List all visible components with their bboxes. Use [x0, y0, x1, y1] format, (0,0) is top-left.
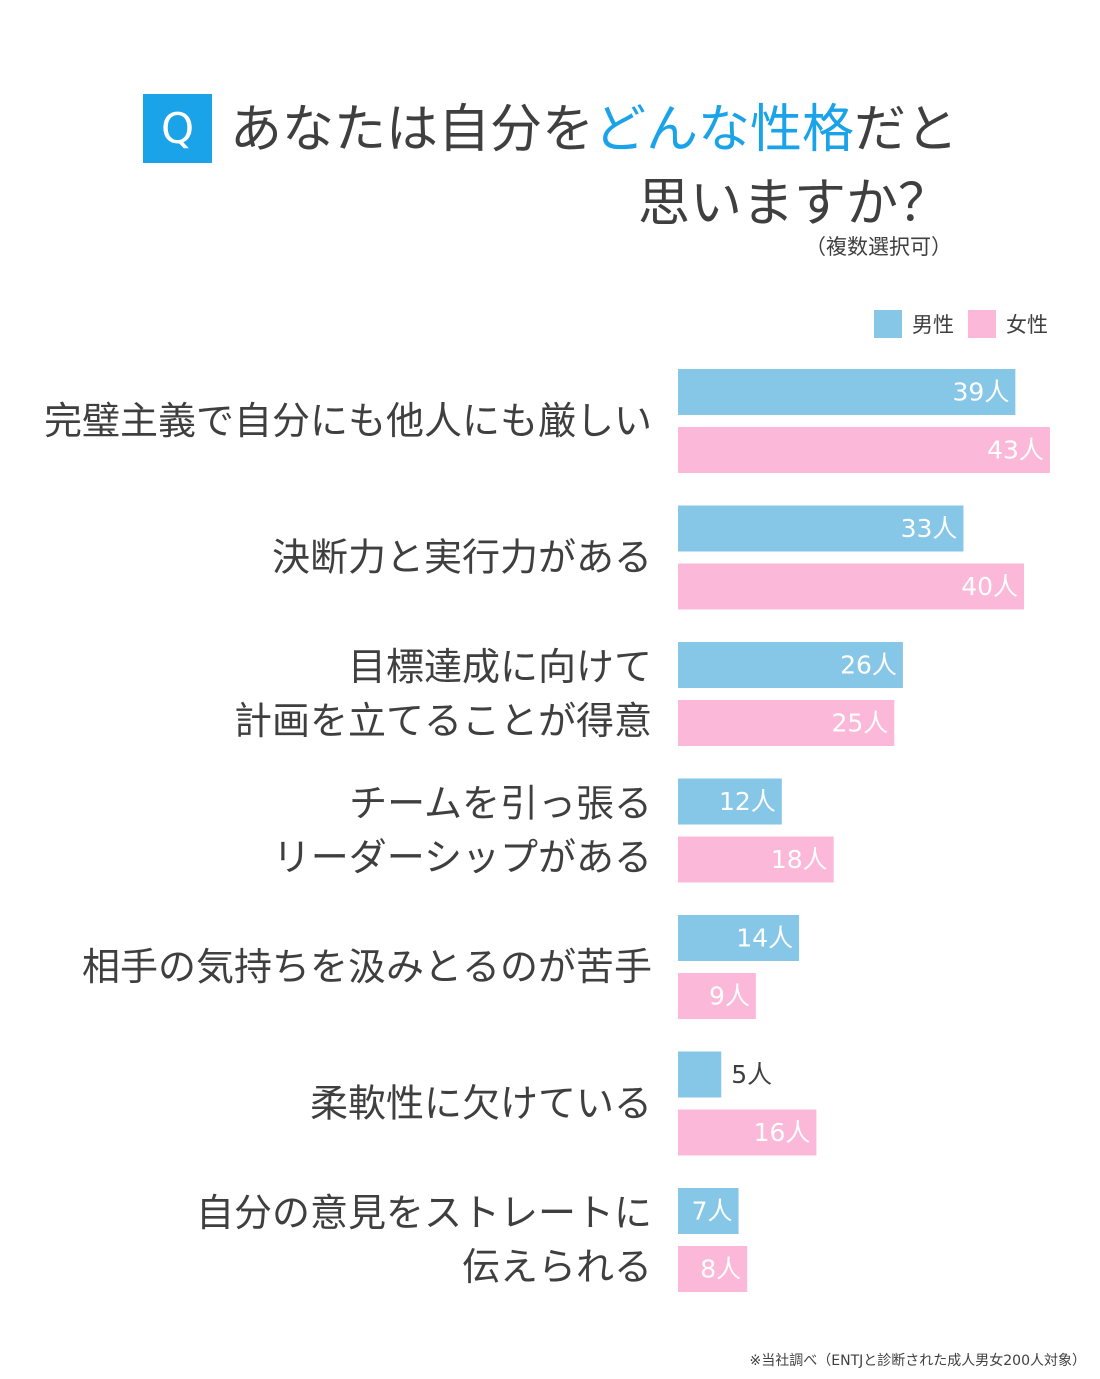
data-label: 25人	[831, 709, 888, 738]
question-badge: Q	[143, 94, 212, 163]
data-label: 39人	[953, 378, 1010, 407]
multiple-choice-note: （複数選択可）	[805, 235, 952, 259]
category-label: リーダーシップがある	[273, 836, 652, 880]
data-label: 26人	[840, 651, 897, 680]
data-label: 7人	[692, 1197, 733, 1226]
data-label: 14人	[736, 924, 793, 953]
bar-female	[678, 1246, 748, 1292]
bar-male	[678, 369, 1016, 415]
category-label: 自分の意見をストレートに	[196, 1191, 652, 1235]
bar-female	[678, 563, 1024, 610]
bar-female	[678, 427, 1050, 473]
legend-swatch-male	[874, 310, 902, 338]
category-label: 目標達成に向けて	[348, 645, 652, 689]
bar-female	[678, 973, 756, 1019]
footnote: ※当社調べ（ENTJと診断された成人男女200人対象）	[749, 1353, 1086, 1369]
category-label: 伝えられる	[462, 1245, 652, 1289]
bar-male	[678, 642, 903, 688]
bar-male	[678, 778, 782, 825]
bar-male	[678, 1051, 722, 1098]
data-label: 5人	[731, 1060, 772, 1089]
data-label: 43人	[987, 436, 1044, 465]
bar-female	[678, 836, 834, 883]
legend-swatch-female	[968, 310, 996, 338]
title-text-pre: あなたは自分を	[230, 100, 595, 160]
bar-male	[678, 1188, 739, 1234]
question-title-line2: 思いますか？	[637, 174, 950, 234]
legend-item-female: 女性	[968, 309, 1048, 339]
question-title: あなたは自分をどんな性格だと	[230, 92, 958, 168]
data-label: 18人	[771, 845, 828, 874]
legend: 男性 女性	[860, 309, 1048, 339]
data-label: 40人	[961, 572, 1018, 601]
data-label: 33人	[901, 514, 958, 543]
legend-label-male: 男性	[912, 313, 954, 337]
bar-male	[678, 505, 964, 552]
data-label: 12人	[719, 787, 776, 816]
legend-item-male: 男性	[874, 309, 954, 339]
category-label: 完璧主義で自分にも他人にも厳しい	[44, 399, 652, 443]
data-label: 9人	[709, 982, 750, 1011]
bar-male	[678, 915, 800, 961]
category-label: チームを引っ張る	[349, 782, 652, 826]
title-text-post: だと	[854, 100, 959, 160]
category-label: 決断力と実行力がある	[272, 536, 652, 580]
bar-female	[678, 1109, 817, 1156]
data-label: 8人	[700, 1255, 741, 1284]
category-label: 柔軟性に欠けている	[310, 1082, 652, 1126]
legend-label-female: 女性	[1006, 313, 1048, 337]
category-label: 計画を立てることが得意	[234, 699, 652, 743]
data-label: 16人	[754, 1118, 811, 1147]
category-label: 相手の気持ちを汲みとるのが苦手	[82, 945, 652, 989]
bar-female	[678, 700, 895, 746]
title-highlight: どんな性格	[594, 100, 855, 160]
